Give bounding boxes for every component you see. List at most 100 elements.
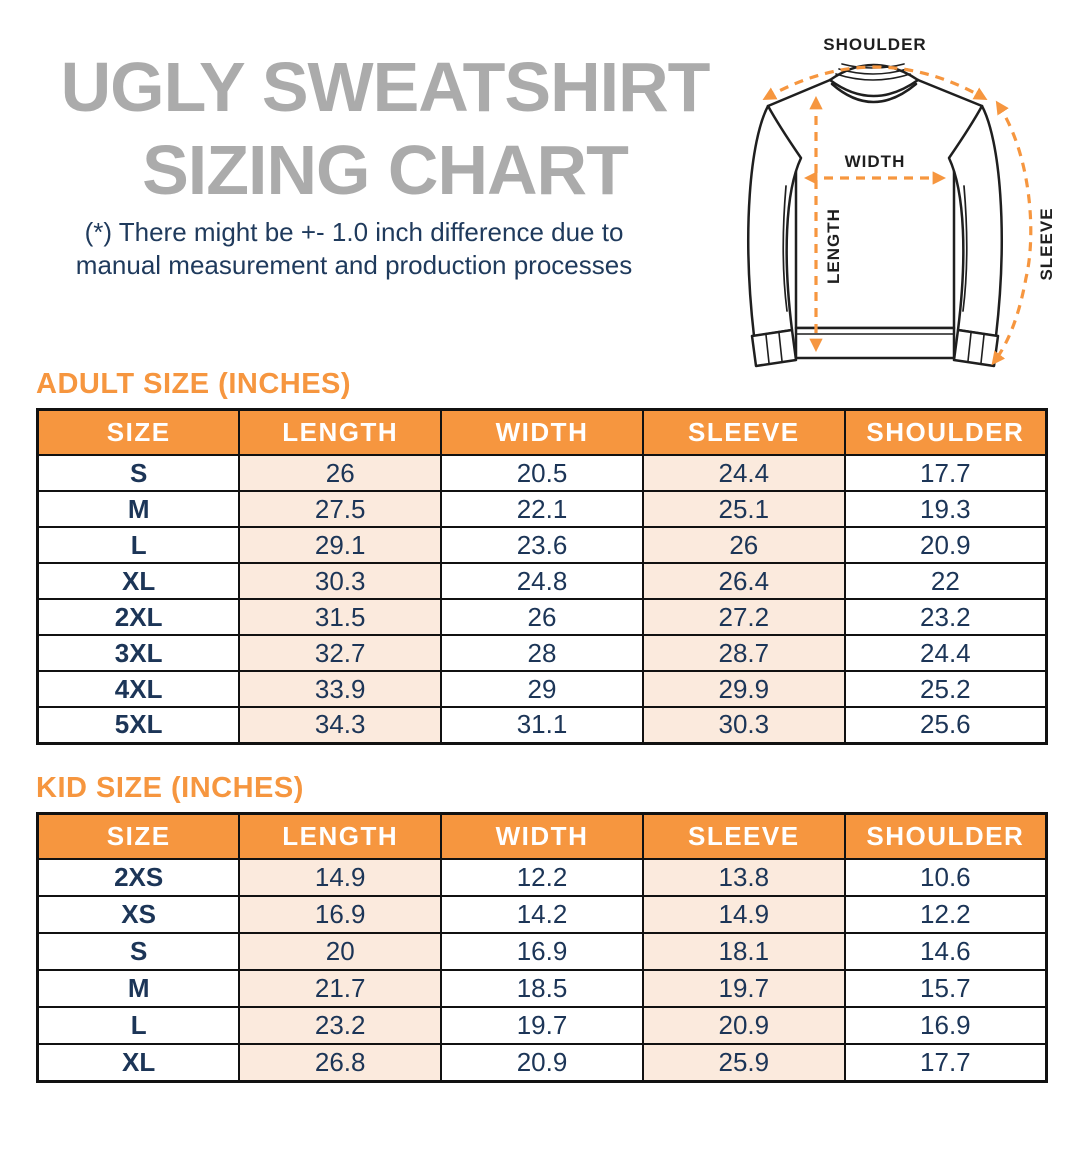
measurement-cell: 23.2 <box>843 598 1048 636</box>
measurement-cell: 30.3 <box>238 562 443 600</box>
size-cell: L <box>36 1006 241 1045</box>
length-label: LENGTH <box>824 208 843 284</box>
disclaimer-line2: manual measurement and production proces… <box>75 250 633 280</box>
measurement-cell: 28.7 <box>641 634 846 672</box>
measurement-cell: 24.4 <box>641 454 846 492</box>
measurement-cell: 20.9 <box>641 1006 846 1045</box>
column-header: LENGTH <box>238 812 443 860</box>
table-row: S 26 20.5 24.4 17.7 <box>36 454 1048 492</box>
measurement-cell: 20.5 <box>440 454 644 492</box>
measurement-cell: 26.4 <box>641 562 846 600</box>
adult-size-table: SIZE LENGTH WIDTH SLEEVE SHOULDER S 26 20.5 24.… <box>36 408 1048 745</box>
table-row: 3XL 32.7 28 28.7 24.4 <box>36 634 1048 672</box>
size-cell: 2XS <box>36 858 241 897</box>
measurement-cell: 14.9 <box>238 858 443 897</box>
measurement-cell: 30.3 <box>641 706 846 744</box>
measurement-cell: 12.2 <box>843 895 1048 934</box>
shoulder-label: SHOULDER <box>823 35 926 54</box>
measurement-cell: 31.5 <box>238 598 443 636</box>
column-header: SHOULDER <box>843 812 1048 860</box>
measurement-cell: 23.2 <box>238 1006 443 1045</box>
measurement-cell: 27.2 <box>641 598 846 636</box>
measurement-cell: 15.7 <box>843 969 1048 1008</box>
measurement-cell: 31.1 <box>440 706 644 744</box>
column-header: SIZE <box>36 812 241 860</box>
table-row: 2XL 31.5 26 27.2 23.2 <box>36 598 1048 636</box>
table-row: L 23.2 19.7 20.9 16.9 <box>36 1006 1048 1045</box>
table-row: 4XL 33.9 29 29.9 25.2 <box>36 670 1048 708</box>
header-row: SIZE LENGTH WIDTH SLEEVE SHOULDER <box>36 812 1048 860</box>
measurement-cell: 25.6 <box>843 706 1048 744</box>
table-row: XL 30.3 24.8 26.4 22 <box>36 562 1048 600</box>
column-header: WIDTH <box>440 812 644 860</box>
column-header: LENGTH <box>238 408 443 456</box>
measurement-cell: 16.9 <box>843 1006 1048 1045</box>
measurement-cell: 23.6 <box>440 526 644 564</box>
sweatshirt-drawing <box>747 63 1003 368</box>
size-cell: XS <box>36 895 241 934</box>
measurement-cell: 17.7 <box>843 454 1048 492</box>
size-cell: 2XL <box>36 598 241 636</box>
kid-size-table: SIZE LENGTH WIDTH SLEEVE SHOULDER 2XS 14.9 12.… <box>36 812 1048 1083</box>
measurement-cell: 19.7 <box>641 969 846 1008</box>
measurement-cell: 20.9 <box>440 1043 644 1082</box>
table-row: M 21.7 18.5 19.7 15.7 <box>36 969 1048 1008</box>
width-label: WIDTH <box>845 152 906 171</box>
measurement-cell: 14.2 <box>440 895 644 934</box>
measurement-cell: 24.8 <box>440 562 644 600</box>
column-header: WIDTH <box>440 408 644 456</box>
sweatshirt-diagram: SHOULDER WIDTH LENGTH SLEEVE <box>747 35 1056 368</box>
measurement-cell: 14.9 <box>641 895 846 934</box>
measurement-cell: 32.7 <box>238 634 443 672</box>
measurement-cell: 19.7 <box>440 1006 644 1045</box>
measurement-cell: 29.1 <box>238 526 443 564</box>
measurement-cell: 25.1 <box>641 490 846 528</box>
table-row: S 20 16.9 18.1 14.6 <box>36 932 1048 971</box>
size-cell: 5XL <box>36 706 241 744</box>
measurement-cell: 34.3 <box>238 706 443 744</box>
measurement-cell: 26 <box>440 598 644 636</box>
size-cell: S <box>36 932 241 971</box>
measurement-cell: 26.8 <box>238 1043 443 1082</box>
measurement-cell: 22.1 <box>440 490 644 528</box>
measurement-cell: 26 <box>641 526 846 564</box>
measurement-cell: 19.3 <box>843 490 1048 528</box>
measure-arrows <box>762 65 1033 366</box>
table-row: XS 16.9 14.2 14.9 12.2 <box>36 895 1048 934</box>
size-cell: XL <box>36 562 241 600</box>
page-title-line1: UGLY SWEATSHIRT <box>60 48 711 126</box>
measurement-cell: 25.9 <box>641 1043 846 1082</box>
size-cell: 4XL <box>36 670 241 708</box>
column-header: SLEEVE <box>641 812 846 860</box>
measurement-cell: 17.7 <box>843 1043 1048 1082</box>
size-cell: XL <box>36 1043 241 1082</box>
measurement-cell: 33.9 <box>238 670 443 708</box>
measurement-cell: 12.2 <box>440 858 644 897</box>
page-title: UGLY SWEATSHIRT SIZING CHART <box>28 46 742 212</box>
measurement-cell: 16.9 <box>440 932 644 971</box>
size-cell: L <box>36 526 241 564</box>
measurement-cell: 27.5 <box>238 490 443 528</box>
sleeve-label: SLEEVE <box>1037 207 1056 280</box>
column-header: SLEEVE <box>641 408 846 456</box>
size-cell: M <box>36 490 241 528</box>
disclaimer-note: (*) There might be +- 1.0 inch differenc… <box>28 216 680 282</box>
page-title-line2: SIZING CHART <box>142 131 629 209</box>
measurement-cell: 18.1 <box>641 932 846 971</box>
table-row: L 29.1 23.6 26 20.9 <box>36 526 1048 564</box>
measurement-cell: 21.7 <box>238 969 443 1008</box>
measurement-cell: 16.9 <box>238 895 443 934</box>
header-row: SIZE LENGTH WIDTH SLEEVE SHOULDER <box>36 408 1048 456</box>
measurement-cell: 29.9 <box>641 670 846 708</box>
measurement-cell: 28 <box>440 634 644 672</box>
size-cell: 3XL <box>36 634 241 672</box>
measurement-cell: 20.9 <box>843 526 1048 564</box>
size-cell: S <box>36 454 241 492</box>
measurement-cell: 14.6 <box>843 932 1048 971</box>
column-header: SIZE <box>36 408 241 456</box>
measurement-cell: 24.4 <box>843 634 1048 672</box>
measurement-cell: 25.2 <box>843 670 1048 708</box>
measurement-cell: 13.8 <box>641 858 846 897</box>
measurement-cell: 10.6 <box>843 858 1048 897</box>
